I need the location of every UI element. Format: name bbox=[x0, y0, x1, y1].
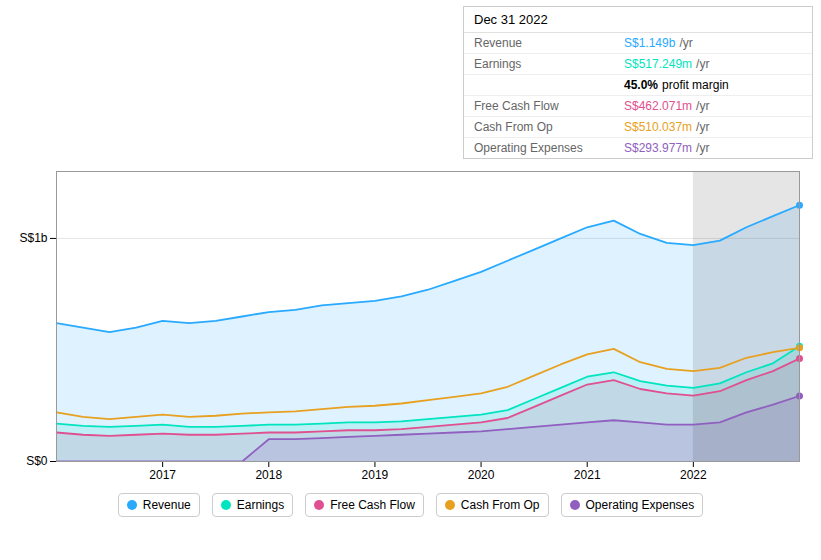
html-text:Revenue: Revenue bbox=[142, 498, 191, 512]
html-text:Free Cash Flow: Free Cash Flow bbox=[474, 99, 559, 113]
svg-text:2019: 2019 bbox=[362, 468, 389, 482]
html-text:S$517.249m /yr: S$517.249m /yr bbox=[624, 57, 710, 71]
svg-text:2022: 2022 bbox=[680, 468, 707, 482]
html-text:Operating Expenses: Operating Expenses bbox=[585, 498, 695, 512]
html-text:Free Cash Flow: Free Cash Flow bbox=[330, 498, 415, 512]
svg-text:S$1b: S$1b bbox=[19, 231, 47, 245]
html-text:S$1.149b /yr: S$1.149b /yr bbox=[624, 36, 693, 50]
svg-text:S$0: S$0 bbox=[26, 454, 48, 468]
html-text:S$462.071m /yr: S$462.071m /yr bbox=[624, 99, 710, 113]
svg-text:2020: 2020 bbox=[468, 468, 495, 482]
html-text:Cash From Op: Cash From Op bbox=[460, 498, 540, 512]
svg-text:2021: 2021 bbox=[574, 468, 601, 482]
html-text:45.0% profit margin: 45.0% profit margin bbox=[624, 78, 729, 92]
html-text:Revenue: Revenue bbox=[474, 36, 522, 50]
html-text:S$510.037m /yr: S$510.037m /yr bbox=[624, 120, 710, 134]
html-text:S$293.977m /yr: S$293.977m /yr bbox=[624, 141, 710, 155]
html-text:Earnings: Earnings bbox=[474, 57, 522, 71]
html-text:Earnings: Earnings bbox=[236, 498, 285, 512]
svg-text:2018: 2018 bbox=[255, 468, 282, 482]
html-text:Dec 31 2022: Dec 31 2022 bbox=[474, 12, 548, 27]
html-text:Operating Expenses: Operating Expenses bbox=[474, 141, 583, 155]
svg-text:2017: 2017 bbox=[149, 468, 176, 482]
html-text:Cash From Op: Cash From Op bbox=[474, 120, 553, 134]
